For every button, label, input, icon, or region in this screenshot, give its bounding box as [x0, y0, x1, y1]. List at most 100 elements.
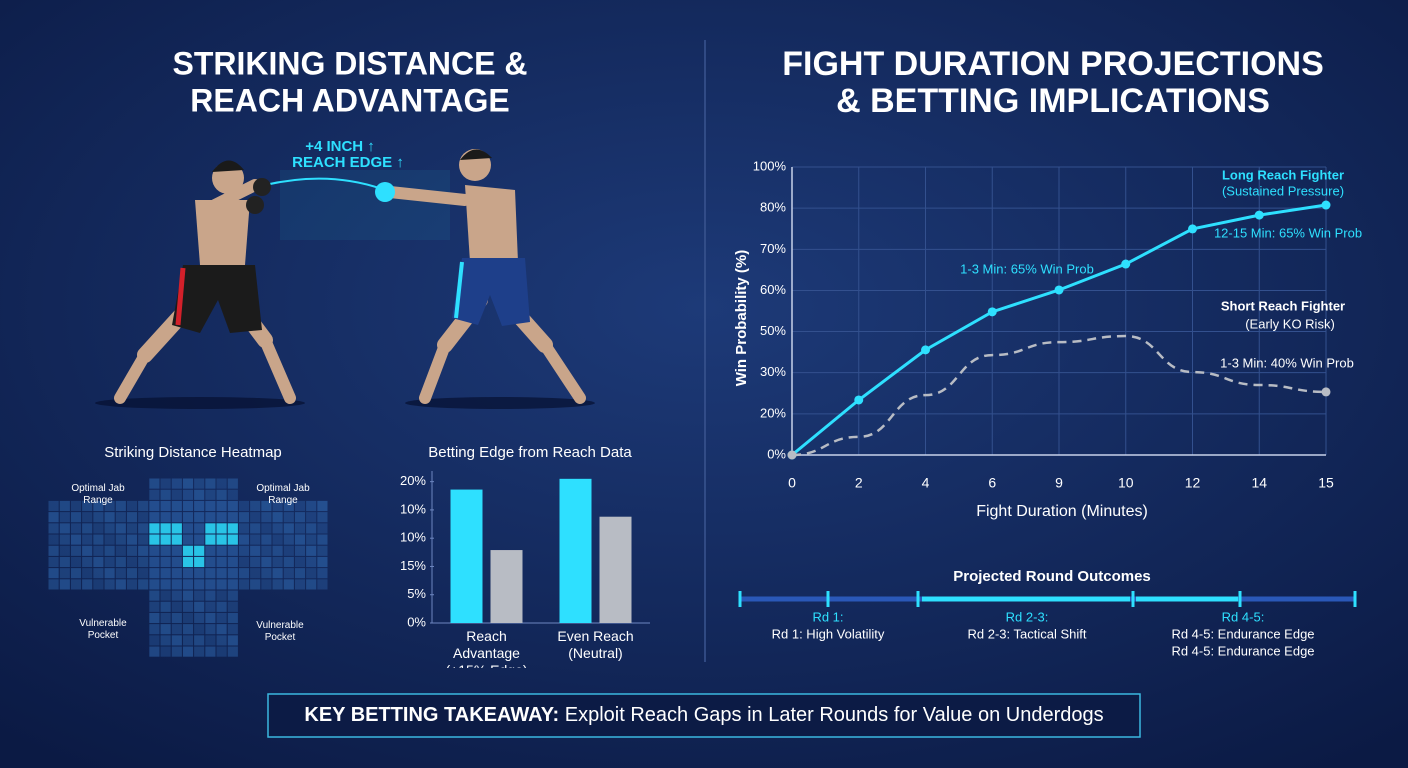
- heat-cell: [171, 500, 182, 512]
- heat-cell: [261, 534, 272, 545]
- heat-cell: [171, 534, 182, 545]
- heat-cell: [294, 556, 306, 568]
- heat-cell: [160, 478, 171, 489]
- heat-cell: [59, 500, 70, 512]
- heat-cell: [70, 512, 82, 523]
- heat-cell: [250, 512, 261, 523]
- heat-cell: [261, 523, 272, 534]
- x-tick-label-box: Even Reach (Neutral): [557, 628, 634, 661]
- heat-cell: [126, 556, 138, 568]
- bar: [559, 478, 592, 623]
- heat-cell: [126, 512, 138, 523]
- y-tick-label: 0%: [767, 446, 786, 461]
- annotation: 12-15 Min: 65% Win Prob: [1214, 225, 1362, 240]
- point: [1054, 285, 1064, 295]
- heat-cell: [205, 489, 216, 500]
- heat-cell: [261, 545, 272, 556]
- heat-cell: [48, 545, 59, 556]
- heat-cell: [93, 545, 104, 556]
- heat-cell: [238, 579, 250, 590]
- heat-cell: [250, 523, 261, 534]
- heat-cell: [227, 624, 238, 635]
- heat-cell: [70, 579, 82, 590]
- heat-cell: [272, 500, 283, 512]
- annotation: (Early KO Risk): [1245, 316, 1335, 331]
- heat-cell: [82, 556, 93, 568]
- heat-cell: [272, 512, 283, 523]
- round-label: Rd 1:: [812, 609, 843, 624]
- heat-cell: [48, 579, 59, 590]
- y-tick-label: 20%: [400, 473, 426, 488]
- heatmap: [48, 478, 328, 657]
- heat-cell: [227, 635, 238, 646]
- heat-cell: [182, 500, 194, 512]
- heat-cell: [171, 601, 182, 612]
- heat-cell: [283, 534, 294, 545]
- heat-cell: [238, 500, 250, 512]
- reach-callout: +4 INCH ↑: [305, 138, 375, 155]
- heat-cell: [261, 579, 272, 590]
- heat-cell: [283, 512, 294, 523]
- heat-cell: [70, 545, 82, 556]
- heat-cell: [205, 601, 216, 612]
- heat-cell: [194, 523, 205, 534]
- heat-cell: [317, 500, 328, 512]
- heat-cell: [317, 534, 328, 545]
- heat-cell: [194, 534, 205, 545]
- heat-cell: [59, 512, 70, 523]
- heat-cell: [216, 523, 227, 534]
- point: [1121, 259, 1131, 269]
- heat-cell: [138, 545, 149, 556]
- heat-cell: [205, 635, 216, 646]
- heat-cell: [149, 568, 160, 579]
- heat-cell: [70, 523, 82, 534]
- heat-cell: [160, 500, 171, 512]
- heat-cell: [160, 646, 171, 657]
- series-label: Long Reach Fighter: [1222, 167, 1344, 182]
- heat-cell: [306, 579, 317, 590]
- heat-cell: [82, 534, 93, 545]
- round-label: Rd 4-5:: [1222, 609, 1265, 624]
- heat-cell: [59, 556, 70, 568]
- heat-cell: [160, 523, 171, 534]
- round-text: Rd 2-3: Tactical Shift: [968, 626, 1087, 641]
- heat-cell: [160, 635, 171, 646]
- heat-cell: [205, 579, 216, 590]
- y-tick-label: 60%: [760, 282, 786, 297]
- y-tick-label: 10%: [400, 530, 426, 545]
- heat-cell: [149, 489, 160, 500]
- heat-cell: [171, 590, 182, 601]
- heat-cell: [238, 534, 250, 545]
- heat-cell: [48, 512, 59, 523]
- heat-cell: [93, 579, 104, 590]
- heat-cell: [104, 500, 115, 512]
- heat-cell: [294, 545, 306, 556]
- heat-cell: [160, 545, 171, 556]
- bar: [599, 516, 632, 623]
- heat-cell: [182, 590, 194, 601]
- heat-cell: [194, 545, 205, 556]
- heat-cell: [272, 579, 283, 590]
- heat-cell: [115, 579, 126, 590]
- heat-cell: [205, 545, 216, 556]
- y-tick-label: 10%: [400, 501, 426, 516]
- point: [1188, 224, 1197, 234]
- heat-cell: [171, 523, 182, 534]
- heat-cell: [70, 500, 82, 512]
- heat-cell: [216, 646, 227, 657]
- x-tick-label: Even Reach (Neutral): [557, 628, 634, 661]
- round-text: Rd 4-5: Endurance Edge: [1171, 626, 1314, 641]
- heatmap-label-box: Optimal Jab Range: [71, 483, 124, 506]
- heat-cell: [272, 556, 283, 568]
- heat-cell: [227, 512, 238, 523]
- heat-cell: [317, 579, 328, 590]
- y-tick-label: 15%: [400, 558, 426, 573]
- heat-cell: [93, 568, 104, 579]
- heat-cell: [171, 489, 182, 500]
- heatmap-label-box: Vulnerable Pocket: [79, 618, 126, 641]
- heat-cell: [283, 579, 294, 590]
- timeline-bar: [738, 591, 1357, 607]
- heat-cell: [149, 478, 160, 489]
- heat-cell: [227, 556, 238, 568]
- y-tick-label: 50%: [760, 323, 786, 338]
